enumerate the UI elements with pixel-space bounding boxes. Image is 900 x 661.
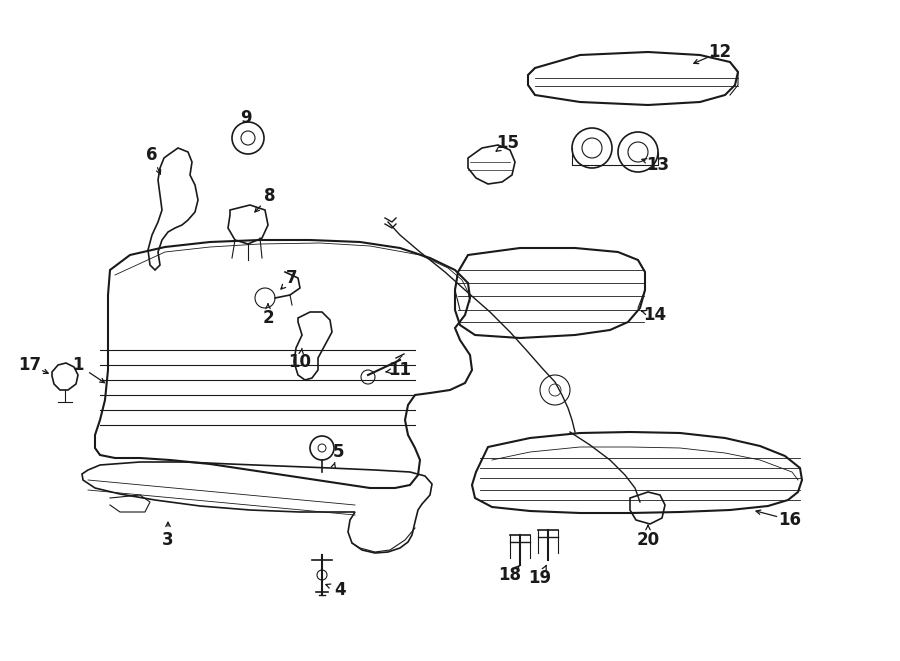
Text: 14: 14 bbox=[644, 306, 667, 324]
Text: 19: 19 bbox=[528, 569, 552, 587]
Text: 17: 17 bbox=[18, 356, 41, 374]
Text: 9: 9 bbox=[240, 109, 252, 127]
Text: 4: 4 bbox=[334, 581, 346, 599]
Text: 1: 1 bbox=[72, 356, 84, 374]
Text: 10: 10 bbox=[289, 353, 311, 371]
Text: 7: 7 bbox=[286, 269, 298, 287]
Text: 6: 6 bbox=[146, 146, 158, 164]
Text: 2: 2 bbox=[262, 309, 274, 327]
Text: 16: 16 bbox=[778, 511, 802, 529]
Text: 12: 12 bbox=[708, 43, 732, 61]
Text: 18: 18 bbox=[499, 566, 521, 584]
Text: 11: 11 bbox=[389, 361, 411, 379]
Text: 15: 15 bbox=[497, 134, 519, 152]
Text: 5: 5 bbox=[332, 443, 344, 461]
Text: 20: 20 bbox=[636, 531, 660, 549]
Text: 13: 13 bbox=[646, 156, 670, 174]
Text: 8: 8 bbox=[265, 187, 275, 205]
Text: 3: 3 bbox=[162, 531, 174, 549]
